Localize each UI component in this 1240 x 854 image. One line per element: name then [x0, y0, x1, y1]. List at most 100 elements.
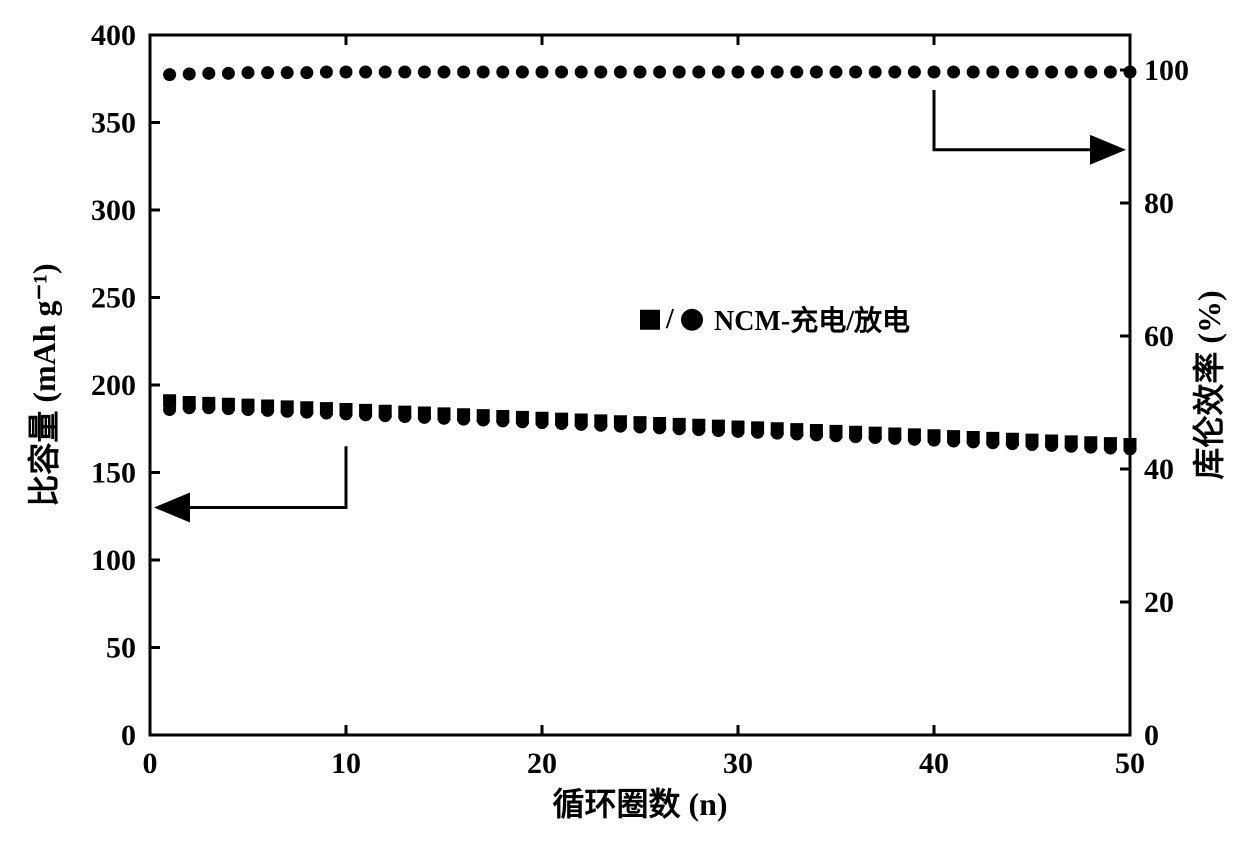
capacity-discharge-point — [692, 423, 705, 436]
x-tick-label: 20 — [527, 747, 557, 780]
capacity-discharge-point — [1006, 437, 1019, 450]
legend-square-icon — [640, 310, 660, 330]
yl-tick-label: 350 — [91, 107, 136, 140]
coulombic-eff-point — [261, 66, 274, 79]
capacity-discharge-point — [673, 422, 686, 435]
coulombic-eff-point — [1124, 65, 1137, 78]
yr-tick-label: 20 — [1144, 586, 1174, 619]
y-left-axis-label: 比容量 (mAh g⁻¹) — [26, 263, 62, 506]
coulombic-eff-point — [1026, 65, 1039, 78]
coulombic-eff-point — [1104, 65, 1117, 78]
capacity-discharge-point — [614, 420, 627, 433]
capacity-discharge-point — [418, 411, 431, 424]
capacity-discharge-point — [830, 429, 843, 442]
x-tick-label: 30 — [723, 747, 753, 780]
coulombic-eff-point — [242, 66, 255, 79]
x-axis-label: 循环圈数 (n) — [552, 786, 727, 822]
capacity-discharge-point — [1084, 441, 1097, 454]
coulombic-eff-point — [928, 65, 941, 78]
yl-tick-label: 400 — [91, 19, 136, 52]
coulombic-eff-point — [281, 66, 294, 79]
coulombic-eff-point — [398, 65, 411, 78]
yl-tick-label: 100 — [91, 544, 136, 577]
capacity-discharge-point — [536, 416, 549, 429]
coulombic-eff-point — [222, 67, 235, 80]
capacity-discharge-point — [908, 433, 921, 446]
capacity-discharge-point — [634, 421, 647, 434]
capacity-discharge-point — [202, 401, 215, 414]
coulombic-eff-point — [830, 65, 843, 78]
capacity-discharge-point — [869, 431, 882, 444]
coulombic-eff-point — [379, 65, 392, 78]
yl-tick-label: 150 — [91, 457, 136, 490]
coulombic-eff-point — [359, 65, 372, 78]
capacity-discharge-point — [516, 415, 529, 428]
yr-tick-label: 0 — [1144, 719, 1159, 752]
capacity-discharge-point — [1104, 442, 1117, 455]
coulombic-eff-point — [692, 65, 705, 78]
coulombic-eff-point — [1065, 65, 1078, 78]
coulombic-eff-point — [712, 65, 725, 78]
capacity-discharge-point — [771, 427, 784, 440]
yl-tick-label: 0 — [121, 719, 136, 752]
capacity-discharge-point — [712, 424, 725, 437]
capacity-discharge-point — [1065, 440, 1078, 453]
capacity-discharge-point — [810, 428, 823, 441]
left-axis-indicator-arrow — [160, 446, 346, 507]
coulombic-eff-point — [536, 65, 549, 78]
coulombic-eff-point — [732, 65, 745, 78]
capacity-discharge-point — [653, 421, 666, 434]
coulombic-eff-point — [1006, 65, 1019, 78]
yl-tick-label: 200 — [91, 369, 136, 402]
coulombic-eff-point — [340, 65, 353, 78]
capacity-discharge-point — [222, 402, 235, 415]
capacity-discharge-point — [242, 403, 255, 416]
capacity-discharge-point — [790, 428, 803, 441]
capacity-discharge-point — [261, 404, 274, 417]
capacity-discharge-point — [398, 410, 411, 423]
capacity-discharge-point — [163, 403, 176, 416]
coulombic-eff-point — [771, 65, 784, 78]
capacity-discharge-point — [1045, 439, 1058, 452]
coulombic-eff-point — [575, 65, 588, 78]
capacity-discharge-point — [594, 419, 607, 432]
coulombic-eff-point — [810, 65, 823, 78]
coulombic-eff-point — [908, 65, 921, 78]
capacity-discharge-point — [986, 436, 999, 449]
coulombic-eff-point — [516, 65, 529, 78]
capacity-discharge-point — [281, 405, 294, 418]
capacity-discharge-point — [751, 426, 764, 439]
capacity-discharge-point — [359, 408, 372, 421]
coulombic-eff-point — [986, 65, 999, 78]
yr-tick-label: 100 — [1144, 54, 1189, 87]
capacity-discharge-point — [732, 425, 745, 438]
yl-tick-label: 300 — [91, 194, 136, 227]
coulombic-eff-point — [477, 65, 490, 78]
coulombic-eff-point — [300, 66, 313, 79]
capacity-discharge-point — [947, 435, 960, 448]
legend: /NCM-充电/放电 — [640, 304, 910, 337]
coulombic-eff-point — [888, 65, 901, 78]
coulombic-eff-point — [967, 65, 980, 78]
x-tick-label: 50 — [1115, 747, 1145, 780]
yr-tick-label: 80 — [1144, 187, 1174, 220]
coulombic-eff-point — [555, 65, 568, 78]
coulombic-eff-point — [614, 65, 627, 78]
yr-tick-label: 60 — [1144, 320, 1174, 353]
coulombic-eff-point — [653, 65, 666, 78]
coulombic-eff-point — [751, 65, 764, 78]
capacity-discharge-point — [340, 407, 353, 420]
capacity-discharge-point — [477, 414, 490, 427]
coulombic-eff-point — [320, 65, 333, 78]
plot-border — [150, 35, 1130, 735]
capacity-discharge-point — [300, 406, 313, 419]
yl-tick-label: 50 — [106, 632, 136, 665]
capacity-discharge-point — [320, 407, 333, 420]
coulombic-eff-point — [869, 65, 882, 78]
capacity-discharge-point — [438, 412, 451, 425]
capacity-discharge-point — [183, 401, 196, 414]
chart-svg: 0102030405005010015020025030035040002040… — [0, 0, 1240, 854]
capacity-discharge-point — [379, 409, 392, 422]
x-tick-label: 10 — [331, 747, 361, 780]
capacity-discharge-point — [1124, 442, 1137, 455]
